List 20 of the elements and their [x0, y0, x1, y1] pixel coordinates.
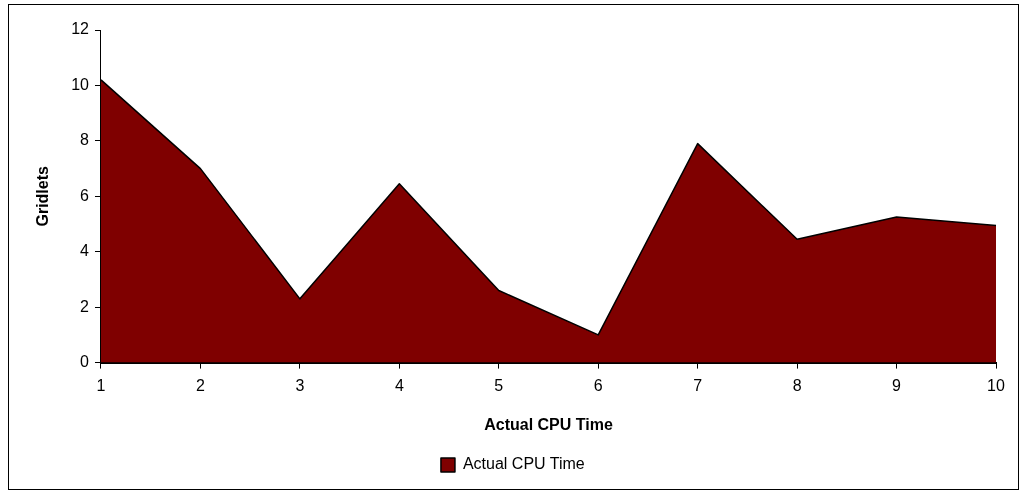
x-tick-label: 2	[195, 376, 205, 394]
x-tick-label: 4	[394, 376, 404, 394]
x-tick-label: 3	[295, 376, 305, 394]
x-axis-title: Actual CPU Time	[484, 415, 613, 433]
x-tick-label: 8	[792, 376, 802, 394]
y-axis-title: Gridlets	[34, 165, 52, 227]
x-tick-label: 6	[593, 376, 603, 394]
x-tick-label: 9	[892, 376, 902, 394]
y-tick-label: 10	[71, 75, 90, 93]
x-tick-label: 5	[494, 376, 504, 394]
y-tick-label: 2	[80, 297, 90, 315]
y-tick-label: 4	[80, 242, 90, 260]
y-tick-label: 0	[80, 353, 90, 371]
y-tick-label: 8	[80, 131, 90, 149]
legend-label: Actual CPU Time	[462, 455, 585, 473]
x-tick-label: 10	[987, 376, 1005, 394]
y-tick-label: 12	[71, 20, 90, 38]
x-tick-label: 1	[96, 376, 106, 394]
x-tick-label: 7	[693, 376, 703, 394]
y-tick-label: 6	[80, 186, 90, 204]
